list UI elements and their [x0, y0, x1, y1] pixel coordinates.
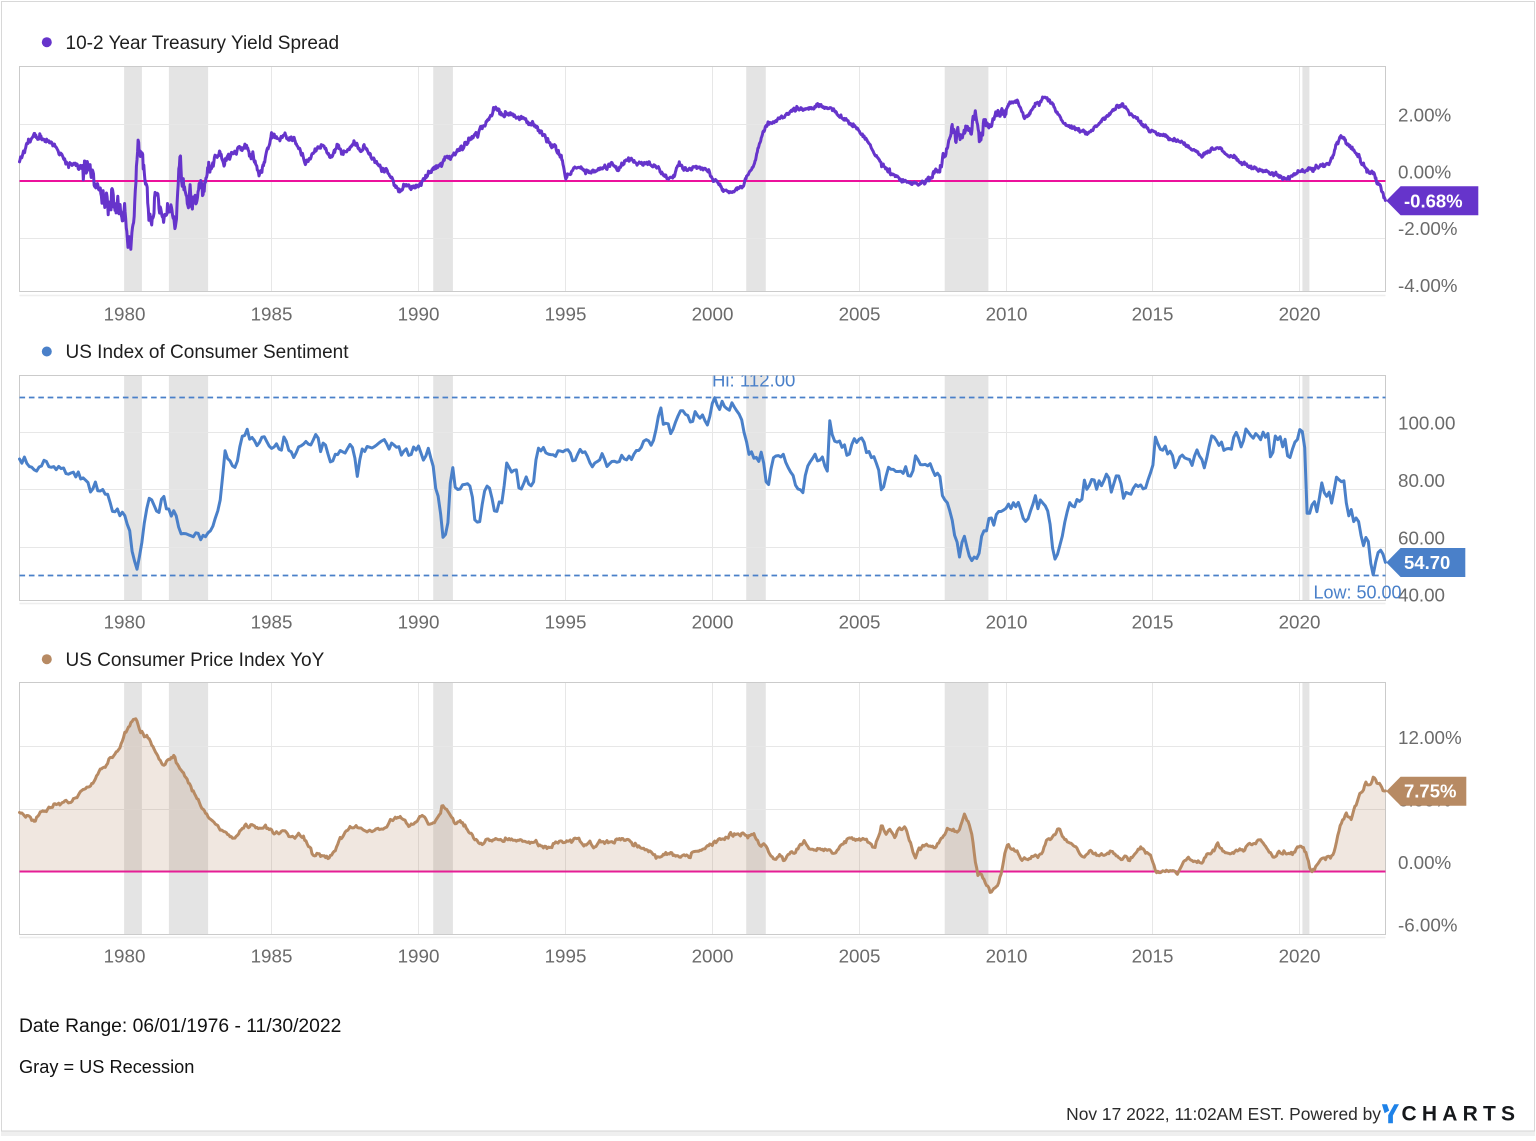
- svg-text:-2.00%: -2.00%: [1398, 218, 1458, 239]
- svg-text:2015: 2015: [1132, 945, 1174, 966]
- svg-text:Low: 50.00: Low: 50.00: [1314, 582, 1402, 602]
- svg-text:2.00%: 2.00%: [1398, 104, 1452, 125]
- svg-text:2010: 2010: [986, 303, 1028, 324]
- svg-text:60.00: 60.00: [1398, 527, 1445, 548]
- svg-text:40.00: 40.00: [1398, 585, 1445, 606]
- svg-text:2005: 2005: [839, 611, 881, 632]
- svg-text:2020: 2020: [1279, 611, 1321, 632]
- svg-text:2000: 2000: [692, 303, 734, 324]
- svg-text:2015: 2015: [1132, 611, 1174, 632]
- svg-text:Nov 17 2022, 11:02AM EST. Powe: Nov 17 2022, 11:02AM EST. Powered by: [1066, 1104, 1381, 1124]
- svg-text:1980: 1980: [104, 945, 146, 966]
- svg-text:1985: 1985: [251, 303, 293, 324]
- svg-text:-6.00%: -6.00%: [1398, 914, 1458, 935]
- svg-text:1990: 1990: [398, 303, 440, 324]
- svg-text:Gray = US Recession: Gray = US Recession: [19, 1057, 194, 1077]
- svg-text:1980: 1980: [104, 303, 146, 324]
- svg-text:1995: 1995: [545, 945, 587, 966]
- svg-text:-4.00%: -4.00%: [1398, 275, 1458, 296]
- svg-text:0.00%: 0.00%: [1398, 852, 1452, 873]
- svg-text:2020: 2020: [1279, 945, 1321, 966]
- svg-text:1995: 1995: [545, 611, 587, 632]
- svg-text:2000: 2000: [692, 611, 734, 632]
- svg-text:1980: 1980: [104, 611, 146, 632]
- svg-text:2005: 2005: [839, 303, 881, 324]
- svg-text:US Consumer Price Index YoY: US Consumer Price Index YoY: [66, 650, 325, 671]
- svg-text:1985: 1985: [251, 945, 293, 966]
- svg-text:2000: 2000: [692, 945, 734, 966]
- svg-text:Date Range: 06/01/1976 - 11/30: Date Range: 06/01/1976 - 11/30/2022: [19, 1016, 341, 1037]
- svg-text:2015: 2015: [1132, 303, 1174, 324]
- svg-text:2010: 2010: [986, 945, 1028, 966]
- svg-text:7.75%: 7.75%: [1404, 781, 1456, 802]
- svg-text:54.70: 54.70: [1404, 552, 1450, 573]
- svg-text:80.00: 80.00: [1398, 470, 1445, 491]
- svg-text:US Index of Consumer Sentiment: US Index of Consumer Sentiment: [66, 342, 350, 363]
- svg-text:-0.68%: -0.68%: [1404, 190, 1463, 211]
- svg-text:1985: 1985: [251, 611, 293, 632]
- svg-text:0.00%: 0.00%: [1398, 161, 1452, 182]
- svg-text:12.00%: 12.00%: [1398, 727, 1462, 748]
- svg-text:Hi: 112.00: Hi: 112.00: [712, 369, 795, 390]
- svg-text:CHARTS: CHARTS: [1402, 1102, 1521, 1125]
- svg-text:1995: 1995: [545, 303, 587, 324]
- svg-text:1990: 1990: [398, 945, 440, 966]
- svg-text:1990: 1990: [398, 611, 440, 632]
- svg-text:2020: 2020: [1279, 303, 1321, 324]
- svg-text:2010: 2010: [986, 611, 1028, 632]
- svg-text:100.00: 100.00: [1398, 412, 1455, 433]
- svg-text:10-2 Year Treasury Yield Sprea: 10-2 Year Treasury Yield Spread: [66, 33, 340, 54]
- svg-text:2005: 2005: [839, 945, 881, 966]
